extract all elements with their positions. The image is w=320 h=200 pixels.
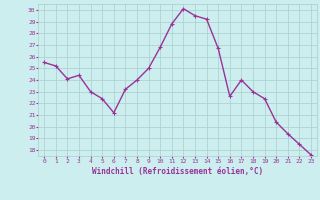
X-axis label: Windchill (Refroidissement éolien,°C): Windchill (Refroidissement éolien,°C) [92, 167, 263, 176]
